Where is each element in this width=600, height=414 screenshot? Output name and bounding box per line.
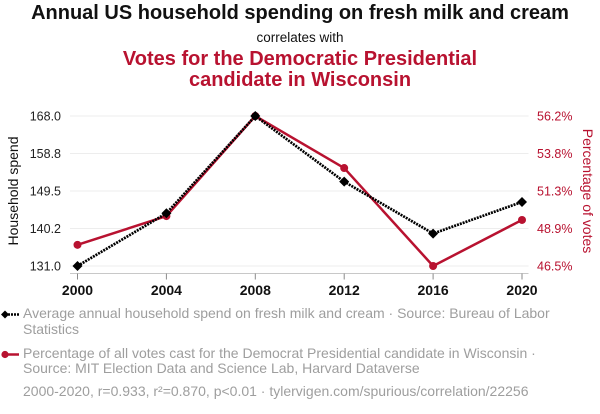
y-axis-right-title: Percentage of votes — [580, 129, 596, 254]
x-tick-label: 2012 — [329, 282, 360, 298]
data-point-circle — [340, 164, 349, 173]
chart-title: Annual US household spending on fresh mi… — [31, 2, 569, 24]
data-point-circle — [429, 262, 438, 270]
legend-label: Percentage of all votes cast for the Dem… — [23, 344, 536, 377]
chart-subtitle: correlates with — [256, 30, 344, 45]
y-right-tick-label: 46.5% — [537, 260, 572, 274]
y-left-tick-label: 158.8 — [30, 147, 61, 161]
legend-label: Average annual household spend on fresh … — [23, 305, 550, 337]
data-point-diamond — [517, 196, 527, 207]
y-left-tick-label: 168.0 — [30, 110, 61, 124]
y-right-tick-label: 48.9% — [537, 222, 572, 236]
chart-title-secondary: Votes for the Democratic Presidential ca… — [122, 48, 478, 91]
y-right-tick-label: 51.3% — [537, 185, 572, 199]
data-point-diamond — [161, 208, 172, 219]
y-axis-left-title: Household spend — [5, 137, 21, 246]
gridlines — [70, 115, 529, 267]
y-axis-left: 168.0 158.8 149.5 140.2 131.0 — [30, 110, 61, 274]
series-layer — [72, 111, 527, 271]
data-point-circle — [518, 215, 526, 224]
x-tick-label: 2004 — [151, 282, 182, 298]
series-line-votes — [77, 114, 523, 268]
data-point-diamond — [72, 261, 83, 271]
correlation-stats: 2000-2020, r=0.933, r²=0.870, p<0.01 · t… — [23, 383, 529, 399]
y-left-tick-label: 149.5 — [30, 185, 61, 199]
y-left-tick-label: 131.0 — [30, 260, 61, 274]
circle-solid-line-icon — [1, 350, 19, 358]
x-axis: 2000 2004 2008 2012 2016 2020 — [62, 273, 538, 298]
data-point-diamond — [250, 111, 261, 121]
x-tick-label: 2008 — [240, 282, 271, 298]
x-tick-label: 2020 — [506, 282, 537, 298]
y-axis-right: 56.2% 53.8% 51.3% 48.9% 46.5% — [537, 110, 572, 274]
data-point-circle — [73, 240, 82, 249]
data-point-diamond — [339, 176, 350, 187]
data-point-diamond — [428, 228, 439, 239]
y-left-tick-label: 140.2 — [30, 222, 61, 236]
x-tick-label: 2000 — [62, 282, 93, 298]
y-right-tick-label: 53.8% — [537, 147, 572, 161]
x-tick-label: 2016 — [418, 282, 449, 298]
y-right-tick-label: 56.2% — [537, 110, 572, 124]
diamond-dotted-line-icon — [1, 310, 19, 319]
